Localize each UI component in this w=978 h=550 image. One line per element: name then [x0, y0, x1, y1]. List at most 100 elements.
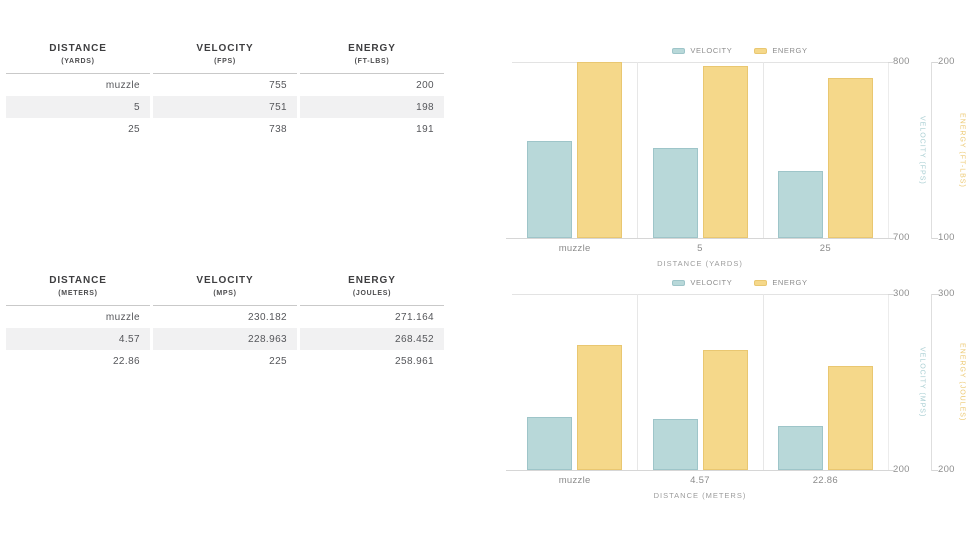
- bar-velocity-5[interactable]: [652, 148, 698, 238]
- bar-energy-22.86[interactable]: [827, 366, 873, 470]
- column-unit: (JOULES): [352, 290, 392, 297]
- energy-legend-swatch: [754, 47, 768, 54]
- plot-top-gridline: [512, 294, 888, 295]
- cell-distance: 22.86: [112, 355, 140, 367]
- ballistics-table-meters: DISTANCE (METERS) VELOCITY (MPS) ENERGY (JOUL…: [3, 270, 447, 372]
- y-tick-label-energy: 300: [938, 288, 955, 299]
- column-header-distance: DISTANCE (YARDS): [6, 38, 150, 74]
- x-axis-title: DISTANCE (METERS): [653, 491, 747, 500]
- y-tick-mark: [888, 62, 895, 63]
- energy-legend-swatch: [754, 279, 768, 286]
- table-meters-body: muzzle 230.182 271.164 4.57 228.963 268.452 22…: [6, 306, 444, 372]
- cell-energy: 258.961: [395, 355, 434, 367]
- column-header-velocity: VELOCITY (FPS): [153, 38, 297, 74]
- velocity-legend-swatch: [672, 279, 686, 286]
- bar-velocity-22.86[interactable]: [777, 426, 823, 470]
- y-axis-title-energy: ENERGY (FT-LBS): [958, 112, 966, 188]
- plot-top-gridline: [512, 62, 888, 63]
- y-tick-mark: [888, 238, 895, 239]
- table-row: 5 751 198: [6, 96, 444, 118]
- y-tick-label-energy: 200: [938, 464, 955, 475]
- chart-legend: VELOCITY ENERGY: [505, 278, 975, 287]
- category-separator-gridline: [762, 62, 764, 238]
- column-unit: (FPS): [214, 58, 236, 65]
- cell-distance: 25: [128, 123, 140, 135]
- cell-velocity: 738: [269, 123, 287, 135]
- bar-velocity-4.57[interactable]: [652, 419, 698, 470]
- table-yards-body: muzzle 755 200 5 751 198 25 738 191: [6, 74, 444, 140]
- cell-energy: 268.452: [300, 328, 444, 350]
- bar-velocity-25[interactable]: [777, 171, 823, 238]
- y-axis-title-velocity: VELOCITY (FPS): [918, 115, 926, 185]
- y-tick-mark: [931, 62, 938, 63]
- y-tick-label-energy: 200: [938, 56, 955, 67]
- column-label: ENERGY: [348, 275, 396, 286]
- cell-distance: 4.57: [6, 328, 150, 350]
- y-tick-label-velocity: 200: [893, 464, 910, 475]
- cell-velocity: 755: [269, 79, 287, 91]
- velocity-legend-swatch: [672, 47, 686, 54]
- cell-energy: 271.164: [395, 311, 434, 323]
- column-header-energy: ENERGY (JOULES): [300, 270, 444, 306]
- legend-item-velocity[interactable]: VELOCITY: [672, 46, 732, 55]
- column-header-distance: DISTANCE (METERS): [6, 270, 150, 306]
- bar-energy-5[interactable]: [702, 66, 748, 238]
- bar-energy-25[interactable]: [827, 78, 873, 238]
- column-label: VELOCITY: [196, 275, 254, 286]
- legend-item-energy[interactable]: ENERGY: [754, 278, 807, 287]
- chart-legend: VELOCITY ENERGY: [505, 46, 975, 55]
- category-separator-gridline: [637, 62, 639, 238]
- table-header-row: DISTANCE (METERS) VELOCITY (MPS) ENERGY (JOUL…: [6, 270, 444, 306]
- column-unit: (FT-LBS): [354, 58, 390, 65]
- velocity-axis-line: [888, 62, 889, 239]
- cell-energy: 191: [416, 123, 434, 135]
- x-axis-title: DISTANCE (YARDS): [657, 259, 743, 268]
- column-unit: (MPS): [213, 290, 237, 297]
- velocity-energy-chart-yards: VELOCITY ENERGY muzzle 5 25 DISTANCE (YARDS) 8…: [505, 40, 975, 275]
- cell-distance: muzzle: [105, 79, 140, 91]
- ballistics-table-yards: DISTANCE (YARDS) VELOCITY (FPS) ENERGY (FT-LB…: [3, 38, 447, 140]
- legend-item-velocity[interactable]: VELOCITY: [672, 278, 732, 287]
- cell-velocity: 751: [153, 96, 297, 118]
- column-label: DISTANCE: [49, 275, 107, 286]
- legend-label: ENERGY: [772, 46, 808, 55]
- y-tick-mark: [888, 294, 895, 295]
- y-tick-label-velocity: 800: [893, 56, 910, 67]
- table-row: muzzle 755 200: [6, 74, 444, 96]
- cell-distance: muzzle: [105, 311, 140, 323]
- y-axis-title-energy: ENERGY (JOULES): [958, 342, 966, 422]
- x-axis-line: [506, 470, 894, 471]
- y-axis-title-velocity: VELOCITY (MPS): [918, 346, 926, 418]
- cell-energy: 200: [416, 79, 434, 91]
- table-meters-header: DISTANCE (METERS) VELOCITY (MPS) ENERGY (JOUL…: [6, 270, 444, 306]
- table-meters: DISTANCE (METERS) VELOCITY (MPS) ENERGY (JOUL…: [3, 270, 447, 372]
- y-tick-label-velocity: 300: [893, 288, 910, 299]
- bar-energy-muzzle[interactable]: [577, 62, 623, 238]
- velocity-axis-line: [888, 294, 889, 471]
- bar-energy-4.57[interactable]: [702, 350, 748, 470]
- column-label: VELOCITY: [196, 43, 254, 54]
- column-label: ENERGY: [348, 43, 396, 54]
- legend-label: ENERGY: [772, 278, 808, 287]
- table-row: muzzle 230.182 271.164: [6, 306, 444, 328]
- column-unit: (METERS): [58, 290, 98, 297]
- bar-velocity-muzzle[interactable]: [527, 417, 573, 470]
- x-tick-label: muzzle: [558, 475, 591, 486]
- y-tick-mark: [931, 238, 938, 239]
- bar-velocity-muzzle[interactable]: [527, 141, 573, 238]
- x-axis-line: [506, 238, 894, 239]
- table-row: 25 738 191: [6, 118, 444, 140]
- bar-energy-muzzle[interactable]: [577, 345, 623, 470]
- y-tick-mark: [931, 294, 938, 295]
- column-unit: (YARDS): [61, 58, 95, 65]
- cell-energy: 198: [300, 96, 444, 118]
- y-tick-mark: [931, 470, 938, 471]
- category-separator-gridline: [762, 294, 764, 470]
- table-row: 22.86 225 258.961: [6, 350, 444, 372]
- column-header-velocity: VELOCITY (MPS): [153, 270, 297, 306]
- column-label: DISTANCE: [49, 43, 107, 54]
- legend-item-energy[interactable]: ENERGY: [754, 46, 807, 55]
- cell-velocity: 230.182: [248, 311, 287, 323]
- velocity-energy-chart-meters: VELOCITY ENERGY muzzle 4.57 22.86 DISTANCE (M…: [505, 272, 975, 507]
